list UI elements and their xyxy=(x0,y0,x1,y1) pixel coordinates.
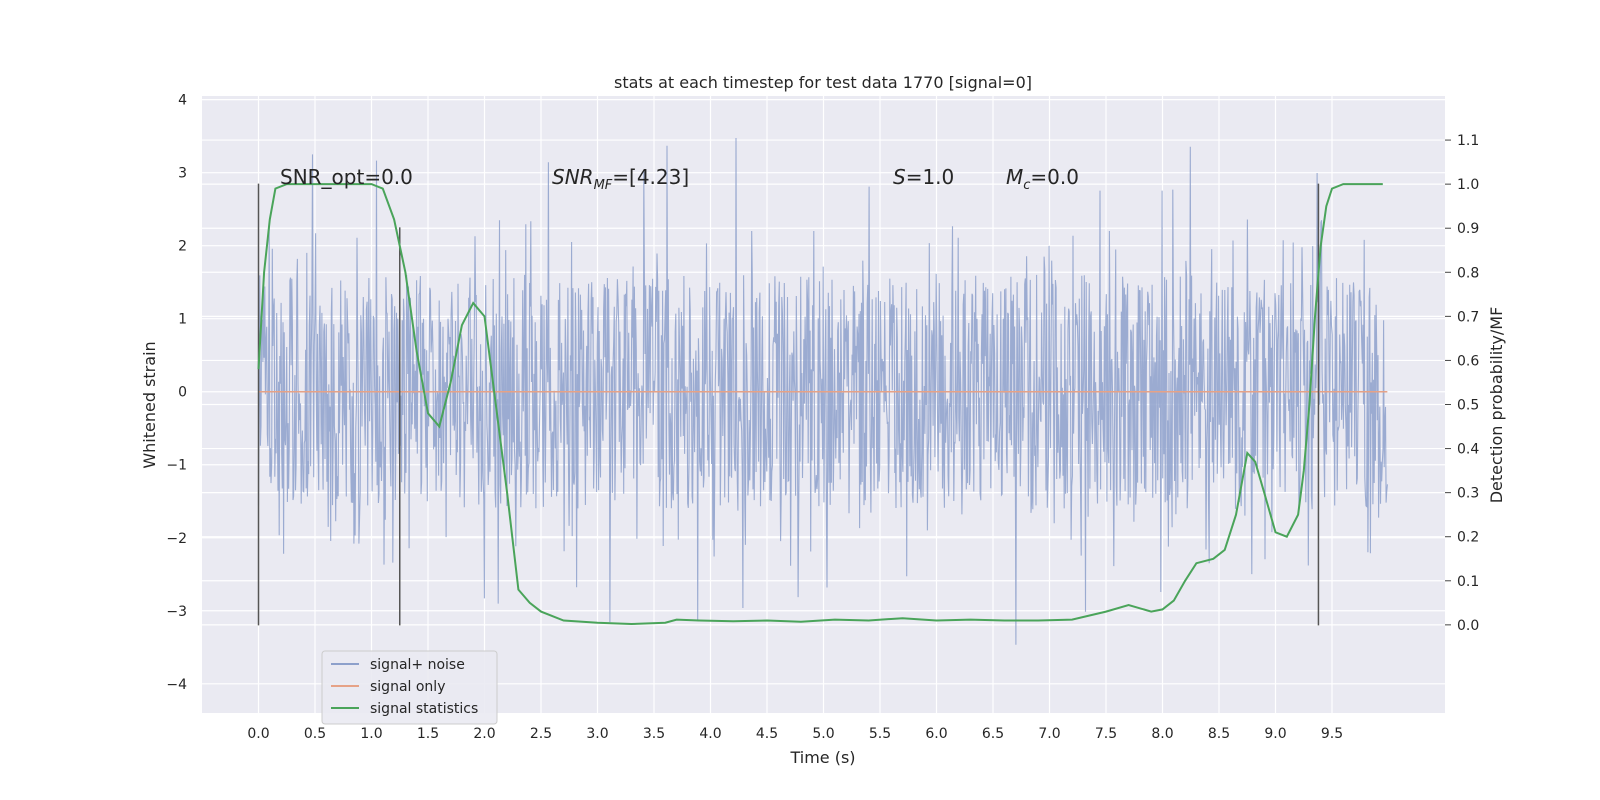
x-tick-label: 4.0 xyxy=(699,726,721,742)
x-axis-label: Time (s) xyxy=(789,748,855,767)
y-tick-label-right: 0.3 xyxy=(1457,486,1479,502)
x-tick-label: 3.5 xyxy=(643,726,665,742)
annotation-mc-value: =0.0 xyxy=(1030,165,1079,189)
y-axis-label-right: Detection probability/MF xyxy=(1487,307,1506,504)
annotation-s-value: =1.0 xyxy=(906,165,955,189)
y-tick-label-right: 0.2 xyxy=(1457,530,1479,546)
y-tick-label-left: −4 xyxy=(166,677,187,693)
annotation-mc-base: M xyxy=(1006,165,1023,189)
x-tick-label: 7.5 xyxy=(1095,726,1117,742)
annotation-snr-mf-sub: MF xyxy=(594,178,613,193)
x-tick-label: 0.5 xyxy=(304,726,326,742)
y-tick-label-right: 0.1 xyxy=(1457,574,1479,590)
x-tick-label: 5.5 xyxy=(869,726,891,742)
legend-label-signal-only: signal only xyxy=(370,679,445,695)
y-tick-label-right: 0.9 xyxy=(1457,221,1479,237)
y-tick-label-left: −3 xyxy=(166,604,187,620)
annotation-mc-sub: c xyxy=(1023,178,1030,193)
x-tick-label: 8.5 xyxy=(1208,726,1230,742)
y-tick-label-right: 0.8 xyxy=(1457,265,1479,281)
y-tick-label-right: 0.0 xyxy=(1457,618,1479,634)
y-axis-label-left: Whitened strain xyxy=(140,341,159,468)
annotation-s-sym: S xyxy=(893,165,906,189)
x-tick-label: 9.0 xyxy=(1264,726,1286,742)
y-tick-label-left: 2 xyxy=(178,239,187,255)
x-tick-label: 2.0 xyxy=(473,726,495,742)
legend-label-signal-noise: signal+ noise xyxy=(370,657,465,673)
y-tick-label-right: 1.1 xyxy=(1457,133,1479,149)
x-tick-label: 7.0 xyxy=(1038,726,1060,742)
x-tick-label: 6.5 xyxy=(982,726,1004,742)
series-signal-statistics xyxy=(257,183,1383,626)
y-tick-label-right: 0.7 xyxy=(1457,309,1479,325)
y-tick-label-left: 1 xyxy=(178,312,187,328)
x-tick-label: 2.5 xyxy=(530,726,552,742)
series-signal-noise xyxy=(257,137,1388,645)
legend: signal+ noise signal only signal statist… xyxy=(321,650,498,725)
annotation-snr-mf-value: =[4.23] xyxy=(612,165,689,189)
x-tick-label: 3.0 xyxy=(586,726,608,742)
x-tick-label: 8.0 xyxy=(1151,726,1173,742)
annotations: SNR_opt=0.0 SNRMF=[4.23] S=1.0 Mc=0.0 xyxy=(280,165,1079,193)
y-tick-label-right: 1.0 xyxy=(1457,177,1479,193)
annotation-snr-opt: SNR_opt=0.0 xyxy=(280,165,413,189)
chart-title: stats at each timestep for test data 177… xyxy=(614,73,1032,92)
annotation-snr-mf: SNRMF=[4.23] xyxy=(552,165,689,193)
x-tick-label: 9.5 xyxy=(1321,726,1343,742)
x-tick-label: 1.0 xyxy=(360,726,382,742)
annotation-snr-mf-base: SNR xyxy=(552,165,594,189)
y-tick-label-left: 0 xyxy=(178,385,187,401)
y-tick-label-left: 3 xyxy=(178,166,187,182)
y-tick-label-right: 0.6 xyxy=(1457,353,1479,369)
data-layer xyxy=(257,137,1388,645)
y-tick-label-right: 0.5 xyxy=(1457,398,1479,414)
tick-labels: 0.0 0.5 1.0 1.5 2.0 2.5 3.0 3.5 4.0 4.5 5.0 5.5 6.0 6… xyxy=(166,93,1479,742)
x-tick-label: 5.0 xyxy=(812,726,834,742)
y-tick-label-left: −2 xyxy=(166,531,187,547)
annotation-mc: Mc=0.0 xyxy=(1006,165,1079,193)
x-tick-label: 6.0 xyxy=(925,726,947,742)
y-tick-label-right: 0.4 xyxy=(1457,442,1479,458)
x-tick-label: 4.5 xyxy=(756,726,778,742)
legend-label-signal-statistics: signal statistics xyxy=(370,701,478,717)
legend-box xyxy=(321,650,498,725)
y-tick-label-left: −1 xyxy=(166,458,187,474)
x-tick-label: 0.0 xyxy=(247,726,269,742)
y-tick-label-left: 4 xyxy=(178,93,187,109)
x-tick-label: 1.5 xyxy=(417,726,439,742)
annotation-s: S=1.0 xyxy=(893,165,954,189)
